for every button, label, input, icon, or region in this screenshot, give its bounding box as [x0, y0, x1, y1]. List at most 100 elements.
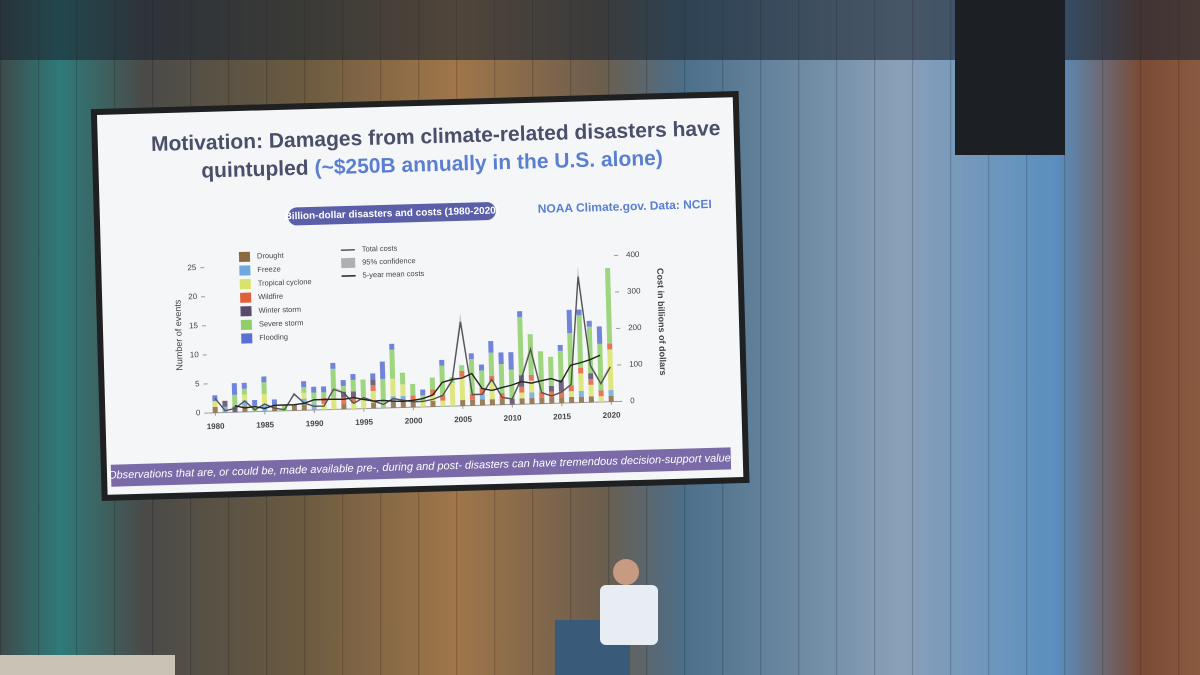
- bar: [400, 384, 406, 396]
- bar: [321, 386, 327, 393]
- y-tick-label: 5: [195, 379, 200, 388]
- bar: [488, 341, 494, 353]
- y-axis-label: Number of events: [173, 299, 185, 371]
- speaker-box: [955, 0, 1065, 155]
- bar: [232, 394, 238, 407]
- bar: [351, 403, 357, 409]
- bar: [568, 391, 574, 398]
- bar: [399, 372, 406, 385]
- bar: [350, 373, 356, 380]
- bar: [420, 401, 426, 408]
- chart: 0 5 10 15 20 25 0 100 200 300 400 1980 1985 1990 1995 2…: [173, 244, 669, 432]
- bar: [370, 390, 377, 403]
- bar: [469, 393, 476, 400]
- bar: [576, 315, 584, 368]
- bar: [578, 373, 584, 391]
- bar: [340, 380, 346, 386]
- legend-label: 95% confidence: [362, 256, 416, 266]
- legend-swatch: [239, 278, 251, 290]
- bar: [321, 392, 327, 399]
- bar: [350, 379, 356, 392]
- chart-title-pill: [287, 202, 496, 226]
- bar: [598, 390, 604, 397]
- bar: [557, 344, 563, 351]
- bar: [321, 403, 327, 410]
- bar: [519, 386, 525, 393]
- y-tick-label: 0: [196, 408, 201, 417]
- bar: [529, 398, 535, 404]
- cost-line: [214, 276, 611, 412]
- bar: [261, 393, 268, 406]
- bar: [488, 352, 495, 377]
- bar: [330, 368, 337, 398]
- x-tick-label: 2010: [504, 413, 523, 423]
- bar: [479, 393, 485, 400]
- x-tick-label: 1985: [256, 420, 275, 430]
- bar: [370, 385, 376, 391]
- bar: [271, 399, 278, 406]
- y-tick-label: 25: [187, 263, 197, 272]
- bar: [340, 385, 346, 392]
- slide-title: quintupled: [201, 157, 309, 183]
- desk: [0, 655, 175, 675]
- x-tick-label: 2020: [603, 411, 622, 421]
- bar: [459, 365, 465, 372]
- bar: [470, 399, 476, 406]
- x-tick-label: 2000: [405, 416, 424, 426]
- bar: [508, 352, 514, 370]
- legend-swatch: [240, 306, 252, 317]
- bar: [301, 381, 307, 388]
- bar: [586, 326, 594, 374]
- legend-label: Tropical cyclone: [258, 277, 312, 288]
- bar: [429, 377, 436, 390]
- legend-label: Flooding: [259, 332, 288, 342]
- bar: [389, 349, 396, 379]
- x-tick-label: 1990: [306, 419, 325, 429]
- legend-label: Winter storm: [258, 305, 301, 315]
- bar: [370, 379, 376, 386]
- bar: [557, 350, 564, 380]
- bar: [586, 320, 592, 327]
- bar: [331, 397, 337, 410]
- bar: [430, 400, 436, 407]
- x-tick-label: 2005: [454, 415, 473, 425]
- y2-tick-label: 200: [628, 323, 642, 332]
- bar: [578, 396, 585, 403]
- bar: [588, 396, 594, 403]
- legend-swatch: [241, 333, 253, 344]
- source: NOAA Climate.gov. Data: NCEI: [538, 197, 712, 216]
- legend-label: Total costs: [362, 244, 398, 254]
- bar: [509, 398, 515, 405]
- bar: [410, 401, 416, 408]
- bar: [420, 389, 426, 396]
- speaker: [600, 585, 658, 645]
- cost-line: [234, 354, 601, 410]
- bar: [588, 373, 594, 380]
- y2-tick-label: 400: [626, 250, 640, 259]
- bar: [479, 399, 486, 406]
- bar: [527, 334, 534, 375]
- bar: [371, 402, 377, 409]
- legend-swatch: [240, 319, 253, 331]
- legend-label: Freeze: [257, 264, 281, 274]
- bar: [558, 379, 564, 392]
- bar: [291, 404, 297, 411]
- bar: [576, 309, 582, 316]
- bar: [212, 406, 218, 413]
- bar: [596, 326, 603, 344]
- bar: [439, 359, 445, 366]
- y-tick-label: 20: [188, 292, 198, 301]
- bar: [529, 392, 535, 399]
- y2-tick-label: 0: [630, 396, 635, 405]
- bar: [548, 385, 555, 392]
- y2-tick-label: 100: [629, 359, 643, 368]
- bar: [390, 378, 396, 397]
- bar: [478, 364, 485, 371]
- x-tick-label: 1995: [355, 417, 374, 427]
- bar: [301, 386, 307, 393]
- bar: [489, 399, 495, 406]
- bar: [261, 376, 267, 383]
- bar: [449, 382, 456, 407]
- bar: [261, 382, 267, 395]
